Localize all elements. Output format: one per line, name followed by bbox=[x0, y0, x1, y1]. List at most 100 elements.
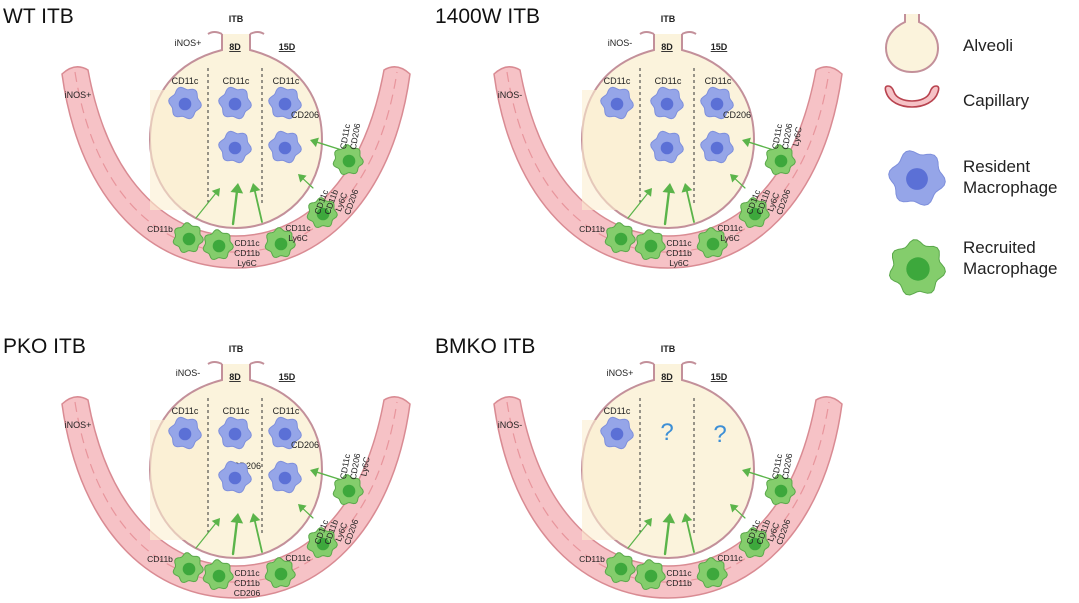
resident-macrophage bbox=[600, 86, 634, 120]
resident-macrophage bbox=[218, 460, 252, 494]
resident-macrophage-nucleus bbox=[710, 141, 724, 155]
day-15-label: 15D bbox=[711, 372, 728, 382]
arrow-head bbox=[742, 467, 751, 478]
arrow-shaft bbox=[195, 193, 216, 219]
recruited-macrophage bbox=[604, 552, 636, 584]
label-text: CD206 bbox=[780, 122, 794, 150]
arrow-shaft bbox=[686, 190, 695, 223]
resident-macrophage bbox=[650, 130, 684, 164]
arrow-head bbox=[230, 513, 244, 524]
recruited-macrophage bbox=[696, 557, 728, 589]
label-text: CD11c bbox=[770, 122, 784, 149]
recruited-macrophage-nucleus bbox=[212, 569, 226, 583]
recruited-macrophage bbox=[738, 197, 770, 229]
itb-label: ITB bbox=[661, 344, 676, 354]
itb-label: ITB bbox=[229, 14, 244, 24]
day-15-label: 15D bbox=[279, 372, 296, 382]
recruitment-arrow bbox=[681, 183, 695, 223]
resident-macrophage bbox=[650, 86, 684, 120]
resident-macrophage-nucleus bbox=[228, 141, 242, 155]
label-text: CD11b bbox=[147, 554, 173, 564]
label-text: CD11c bbox=[717, 553, 743, 563]
arrow-shaft bbox=[231, 191, 239, 226]
capillary-inner-line bbox=[506, 401, 830, 583]
recruited-macrophage-nucleus bbox=[774, 484, 788, 498]
recruitment-arrow bbox=[298, 174, 314, 189]
arrow-shaft bbox=[627, 193, 648, 219]
arrow-shaft bbox=[231, 521, 239, 556]
recruited-macrophage bbox=[696, 227, 728, 259]
panel-title: 1400W ITB bbox=[435, 5, 541, 28]
capillary-inner-line bbox=[74, 71, 398, 253]
recruited-macrophage-nucleus bbox=[342, 484, 356, 498]
arrow-head bbox=[662, 183, 676, 194]
resident-macrophage bbox=[268, 416, 302, 450]
resident-macrophage bbox=[218, 416, 252, 450]
recruited-macrophage bbox=[306, 197, 338, 229]
alveoli-icon bbox=[884, 14, 940, 74]
label-text: Ly6C bbox=[288, 233, 308, 243]
alveolus-lip-left bbox=[639, 31, 655, 35]
arrow-head bbox=[742, 137, 751, 148]
arrow-head bbox=[298, 174, 307, 183]
resident-macrophage-nucleus bbox=[660, 97, 674, 111]
label-text: Ly6C bbox=[358, 456, 371, 477]
resident-macrophage-nucleus bbox=[660, 141, 674, 155]
capillary-inner-line bbox=[506, 71, 830, 253]
recruited-macrophage bbox=[264, 227, 296, 259]
recruited-macrophage bbox=[264, 557, 296, 589]
recruited-macrophage bbox=[332, 474, 364, 506]
day-8-label: 8D bbox=[661, 372, 673, 382]
arrow-shaft bbox=[734, 178, 746, 189]
recruited-macrophage-nucleus bbox=[614, 232, 628, 246]
unknown-15d-icon: ? bbox=[713, 421, 726, 448]
arrow-head bbox=[730, 174, 739, 183]
arrow-head bbox=[681, 513, 693, 523]
itb-label: ITB bbox=[661, 14, 676, 24]
panel-title: PKO ITB bbox=[3, 335, 86, 358]
recruitment-arrow bbox=[249, 513, 263, 553]
label-text: CD11c bbox=[172, 76, 199, 86]
recruitment-arrow bbox=[730, 504, 746, 519]
recruited-macrophage bbox=[634, 559, 666, 591]
recruited-macrophage-nucleus bbox=[706, 237, 720, 251]
recruited-macrophage-nucleus bbox=[614, 562, 628, 576]
resident-macrophage-nucleus bbox=[228, 97, 242, 111]
arrow-head bbox=[643, 518, 652, 527]
inos-alveolus-label: iNOS- bbox=[608, 38, 633, 48]
arrow-head bbox=[249, 513, 261, 523]
capillary-inner-line bbox=[74, 401, 398, 583]
unknown-8d-icon: ? bbox=[660, 419, 673, 446]
resident-macrophage-nucleus bbox=[178, 97, 192, 111]
recruitment-arrow bbox=[730, 174, 746, 189]
recruited-macrophage-nucleus bbox=[906, 257, 930, 281]
label-text: CD206 bbox=[348, 122, 362, 150]
recruited-macrophage-nucleus bbox=[644, 239, 658, 253]
resident-macrophage bbox=[268, 86, 302, 120]
label-text: CD11c bbox=[666, 568, 692, 578]
resident-macrophage-nucleus bbox=[906, 168, 928, 190]
resident-macrophage-nucleus bbox=[178, 427, 192, 441]
arrow-shaft bbox=[254, 520, 263, 553]
recruitment-arrow bbox=[662, 513, 676, 556]
recruited-macrophage bbox=[888, 239, 946, 296]
arrow-head bbox=[298, 504, 307, 513]
label-text: CD11c bbox=[338, 122, 352, 149]
inos-alveolus-label: iNOS+ bbox=[607, 368, 634, 378]
inos-alveolus-label: iNOS- bbox=[176, 368, 201, 378]
label-text: CD11c bbox=[717, 223, 743, 233]
recruitment-arrow bbox=[249, 183, 263, 223]
arrow-shaft bbox=[734, 508, 746, 519]
resident-macrophage bbox=[700, 86, 734, 120]
inos-capillary-label: iNOS- bbox=[498, 420, 523, 430]
label-text: CD11c bbox=[234, 568, 260, 578]
resident-macrophage-nucleus bbox=[710, 97, 724, 111]
alveolus-lip-right bbox=[681, 31, 697, 35]
alveolus-lip-right bbox=[249, 31, 265, 35]
inos-capillary-label: iNOS+ bbox=[65, 90, 92, 100]
recruited-macrophage bbox=[202, 229, 234, 261]
recruitment-arrow bbox=[627, 188, 652, 219]
